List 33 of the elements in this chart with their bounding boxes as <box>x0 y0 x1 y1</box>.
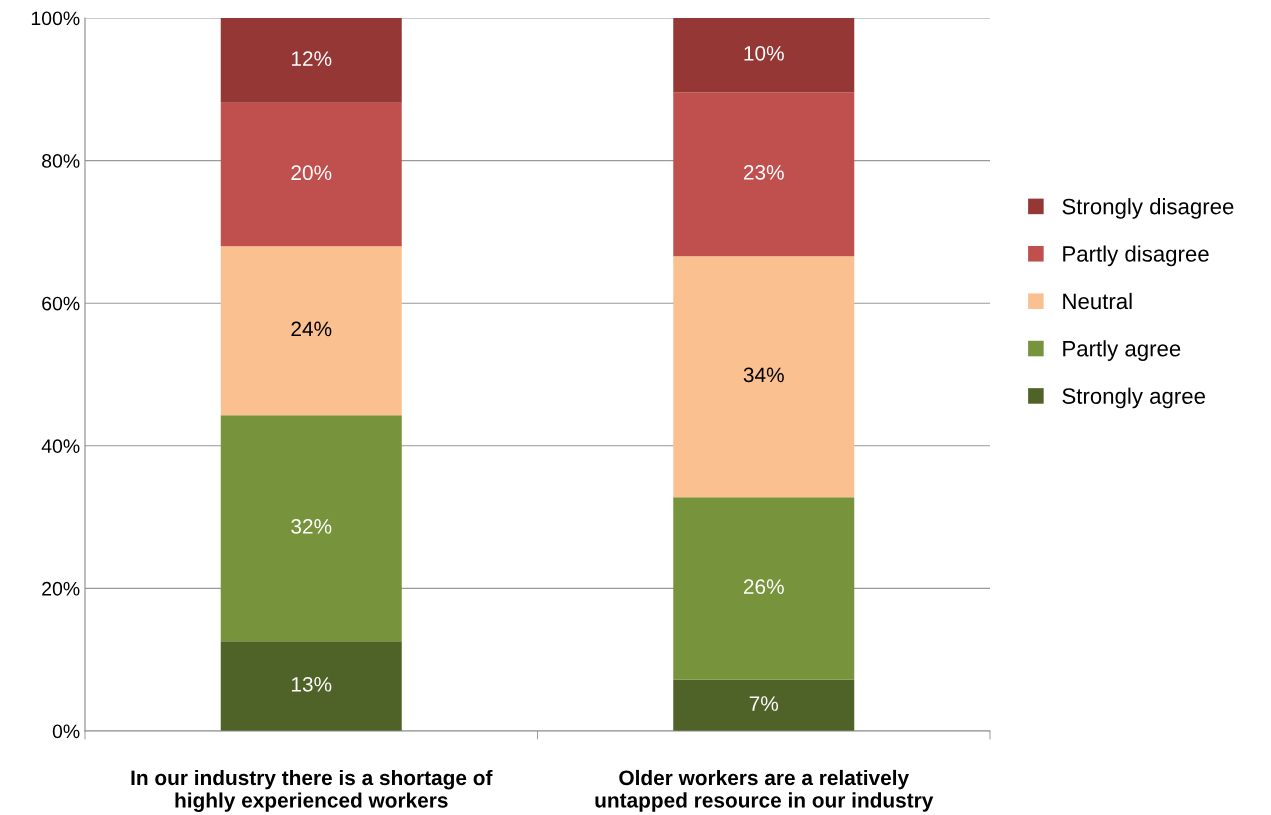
bar <box>673 497 855 680</box>
x-tick-label: Older workers are a relatively untapped resource in our industry <box>595 769 934 812</box>
y-tick-label: 80% <box>42 154 80 168</box>
bar <box>673 92 855 257</box>
data-label: 32% <box>291 518 332 534</box>
legend-label: Strongly disagree <box>1062 198 1234 219</box>
data-label: 10% <box>744 45 784 61</box>
data-label: 13% <box>291 676 332 692</box>
legend-label: Partly disagree <box>1063 245 1209 267</box>
data-label: 12% <box>291 51 332 66</box>
bar <box>220 641 402 731</box>
bar <box>673 679 855 731</box>
data-label: 20% <box>291 165 332 181</box>
bar <box>220 246 402 416</box>
legend-label: Neutral <box>1063 292 1132 310</box>
bar <box>673 18 855 93</box>
legend-label: Strongly agree <box>1062 387 1205 409</box>
y-tick-label: 0% <box>52 724 80 739</box>
bar <box>220 415 402 642</box>
legend-label: Partly agree <box>1063 340 1181 361</box>
x-tick-label: In our industry there is a shortage of highly experienced workers <box>131 769 493 812</box>
y-tick-label: 40% <box>41 439 80 454</box>
data-label: 26% <box>743 579 784 594</box>
y-tick-label: 60% <box>42 296 80 311</box>
data-label: 7% <box>749 696 779 711</box>
bar <box>220 102 402 247</box>
bar <box>673 256 855 498</box>
data-label: 34% <box>743 367 784 383</box>
y-tick-label: 100% <box>31 11 80 26</box>
data-label: 23% <box>743 164 784 180</box>
bar <box>220 18 402 103</box>
y-tick-label: 20% <box>42 581 80 596</box>
data-label: 24% <box>291 321 332 337</box>
